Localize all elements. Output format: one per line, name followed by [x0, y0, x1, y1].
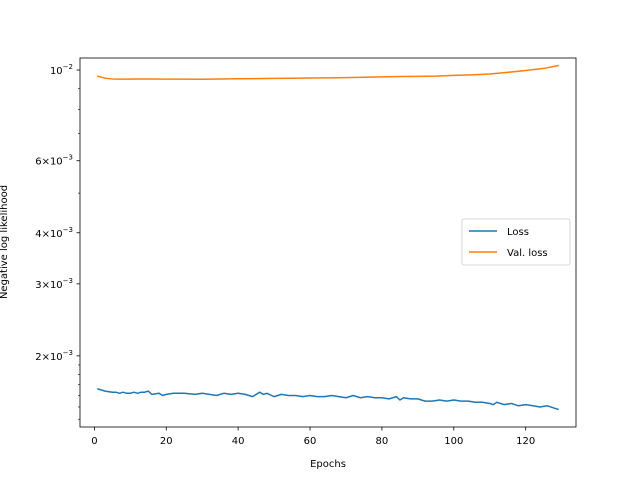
legend: Loss Val. loss	[461, 218, 571, 266]
y-tick-label: 4×10−3	[35, 226, 73, 240]
series-lines	[97, 64, 559, 411]
plot-frame	[79, 57, 577, 428]
y-tick-label: 10−2	[50, 63, 73, 77]
series-line-val-loss	[97, 64, 559, 81]
y-axis-ticks: 2×10−3 3×10−3 4×10−3 6×10−3 10−2	[35, 63, 80, 420]
x-tick-label: 100	[444, 436, 463, 447]
y-axis-label: Negative log likelihood	[0, 185, 10, 299]
x-tick-label: 40	[232, 436, 245, 447]
series-line-loss	[97, 388, 559, 411]
x-axis-ticks: 0 20 40 60 80 100 120	[91, 427, 535, 447]
x-tick-label: 60	[304, 436, 317, 447]
legend-label-loss: Loss	[507, 227, 529, 238]
x-tick-label: 20	[160, 436, 173, 447]
x-tick-label: 80	[376, 436, 389, 447]
x-axis-label: Epochs	[310, 459, 346, 470]
x-tick-label: 0	[91, 436, 97, 447]
y-tick-label: 6×10−3	[35, 154, 73, 168]
y-tick-label: 2×10−3	[35, 349, 73, 363]
y-tick-label: 3×10−3	[35, 277, 73, 291]
x-tick-label: 120	[516, 436, 535, 447]
legend-label-val-loss: Val. loss	[507, 248, 548, 259]
